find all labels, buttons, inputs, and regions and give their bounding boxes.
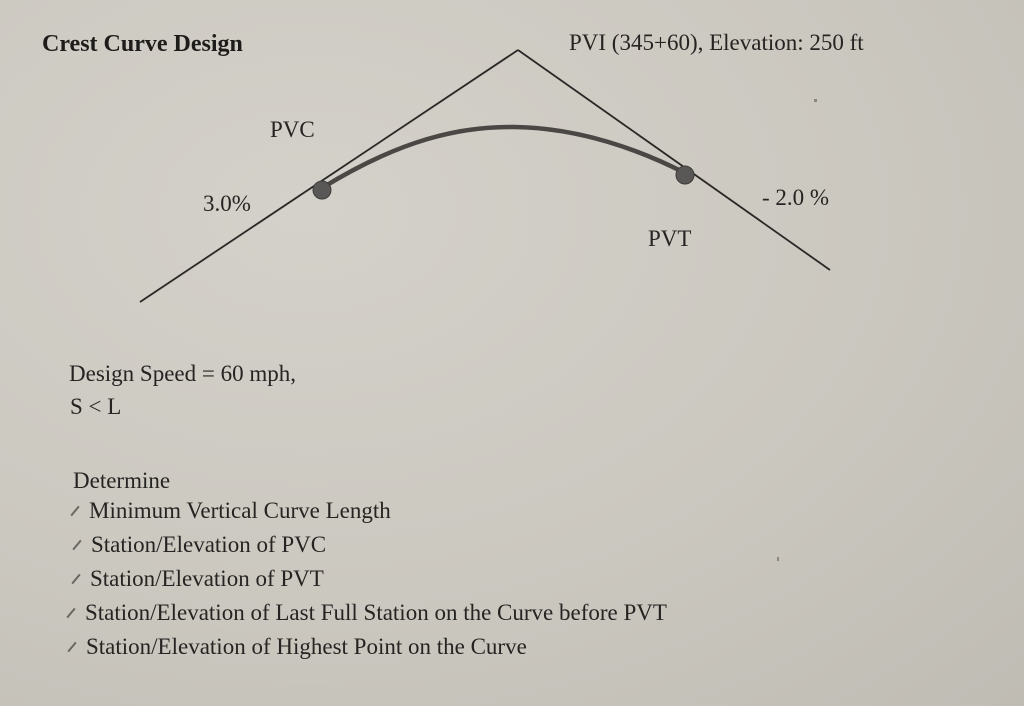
grade-out-label: - 2.0 % (762, 185, 830, 210)
task-item: Station/Elevation of PVC (72, 532, 667, 567)
task-label: Station/Elevation of Highest Point on th… (86, 634, 527, 659)
task-label: Station/Elevation of PVT (90, 566, 324, 591)
grade-in-label: 3.0% (203, 191, 251, 216)
task-item: Station/Elevation of PVT (71, 566, 667, 601)
task-label: Station/Elevation of PVC (91, 532, 327, 557)
pvc-point (312, 180, 332, 200)
task-label: Station/Elevation of Last Full Station o… (85, 600, 667, 625)
document-title: Crest Curve Design (42, 31, 243, 57)
incoming-tangent-line (139, 49, 519, 303)
paper-speck (777, 557, 779, 561)
pvt-point (675, 165, 695, 185)
pvc-label: PVC (270, 117, 315, 142)
paper-speck (814, 99, 817, 102)
task-item: Station/Elevation of Last Full Station o… (66, 600, 667, 635)
determine-heading: Determine (73, 468, 171, 493)
pvt-label: PVT (648, 226, 692, 251)
pvi-label: PVI (345+60), Elevation: 250 ft (569, 30, 864, 55)
task-list: Minimum Vertical Curve Length Station/El… (66, 498, 667, 669)
vertical-curve (319, 124, 688, 191)
task-item: Station/Elevation of Highest Point on th… (67, 634, 667, 669)
task-item: Minimum Vertical Curve Length (70, 498, 667, 533)
task-label: Minimum Vertical Curve Length (89, 498, 391, 523)
sight-distance-condition: S < L (70, 394, 122, 419)
outgoing-tangent-line (517, 49, 831, 271)
design-speed-text: Design Speed = 60 mph, (69, 361, 296, 386)
